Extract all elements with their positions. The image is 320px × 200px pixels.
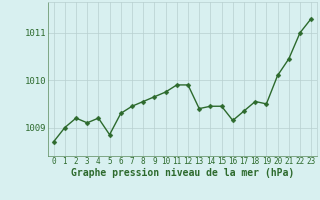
X-axis label: Graphe pression niveau de la mer (hPa): Graphe pression niveau de la mer (hPa): [71, 168, 294, 178]
